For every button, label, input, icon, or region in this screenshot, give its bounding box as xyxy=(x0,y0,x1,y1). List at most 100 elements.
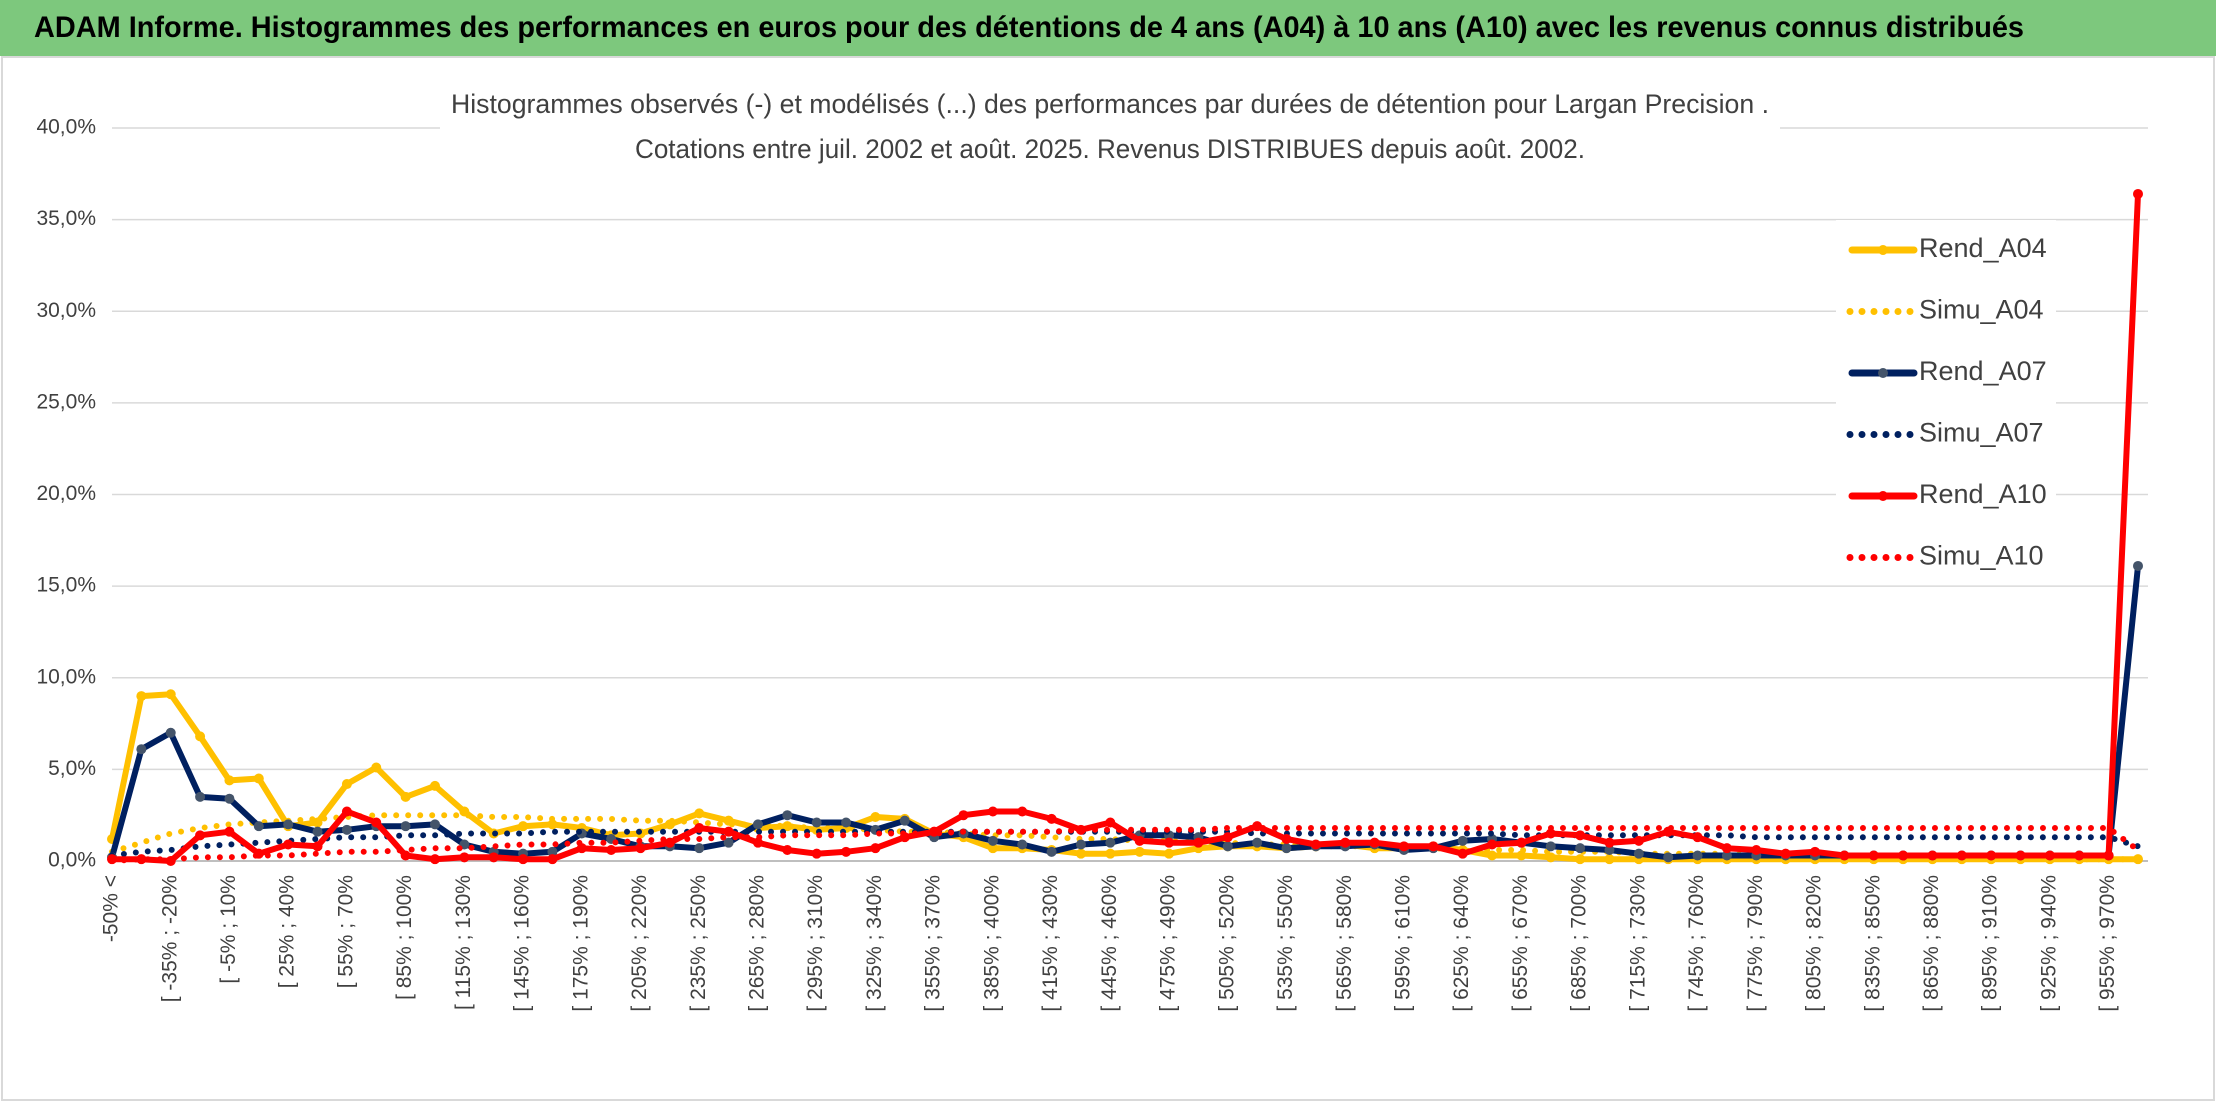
series-marker xyxy=(1252,837,1263,848)
x-tick-label: [ 805% ; 820% xyxy=(1803,875,1826,1012)
series-marker xyxy=(987,835,998,846)
series-marker xyxy=(518,854,529,865)
x-tick-label: [ 295% ; 310% xyxy=(804,875,827,1012)
series-marker xyxy=(224,775,235,786)
legend-label: Simu_A04 xyxy=(1919,295,2044,325)
x-tick-label: [ 895% ; 910% xyxy=(1979,875,2002,1012)
series-marker xyxy=(341,806,352,817)
title-backdrop xyxy=(440,82,1780,176)
series-marker xyxy=(2133,560,2143,571)
series-marker xyxy=(635,843,646,854)
series-marker xyxy=(1575,843,1586,854)
series-marker xyxy=(165,689,176,700)
x-tick-label: [ 715% ; 730% xyxy=(1626,875,1649,1012)
y-tick-label: 0,0% xyxy=(48,849,96,872)
legend-label: Simu_A10 xyxy=(1919,541,2044,571)
series-marker xyxy=(459,852,470,863)
legend: Rend_A04 Simu_A04 Rend_A07 Simu_A07 Rend_A10… xyxy=(1836,220,2056,580)
plot: 0,0% 5,0% 10,0% 15,0% 20,0% 25,0% 30,0% 35,0% 40… xyxy=(36,116,2148,1012)
header-bar xyxy=(0,0,2216,56)
series-marker xyxy=(547,854,558,865)
y-tick-label: 25,0% xyxy=(36,390,96,413)
legend-backdrop xyxy=(1836,220,2056,580)
series-line xyxy=(109,691,2141,863)
series-marker xyxy=(1487,850,1498,861)
series-marker xyxy=(2044,850,2055,861)
series-marker xyxy=(253,773,264,784)
x-tick-label: [ 595% ; 610% xyxy=(1391,875,1414,1012)
series-marker xyxy=(1075,839,1086,850)
legend-marker xyxy=(1878,368,1888,378)
series-marker xyxy=(606,845,617,856)
series-marker xyxy=(400,850,411,861)
x-tick-label: [ 55% ; 70% xyxy=(334,875,357,988)
series-marker xyxy=(1721,850,1732,861)
series-marker xyxy=(547,819,558,830)
series-marker xyxy=(1516,837,1527,848)
series-marker xyxy=(1281,843,1292,854)
series-marker xyxy=(1604,854,1615,865)
series-marker xyxy=(1692,850,1703,861)
series-marker xyxy=(1252,821,1263,832)
series-marker xyxy=(1046,846,1057,857)
series-marker xyxy=(429,854,440,865)
series-marker xyxy=(987,843,998,854)
x-tick-label: [ 655% ; 670% xyxy=(1509,875,1532,1012)
x-tick-label: [ 565% ; 580% xyxy=(1333,875,1356,1012)
series-line xyxy=(109,191,2141,864)
series-marker xyxy=(664,837,675,848)
series-marker xyxy=(429,819,440,830)
series-marker xyxy=(2074,850,2085,861)
x-tick-label: [ 115% ; 130% xyxy=(452,875,475,1010)
series-marker xyxy=(1545,828,1556,839)
series-marker xyxy=(1575,854,1586,865)
series-marker xyxy=(136,854,147,865)
series-marker xyxy=(1780,848,1791,859)
series-marker xyxy=(1604,837,1615,848)
series-marker xyxy=(312,841,323,852)
series-marker xyxy=(1222,832,1233,843)
series-marker xyxy=(1721,843,1732,854)
series-marker xyxy=(1575,830,1586,841)
x-tick-label: [ 865% ; 880% xyxy=(1920,875,1943,1012)
x-tick-label: [ 475% ; 490% xyxy=(1157,875,1180,1012)
series-marker xyxy=(723,837,734,848)
x-tick-label: [ 25% ; 40% xyxy=(276,875,299,988)
series-marker xyxy=(782,845,793,856)
x-tick-label: [ 505% ; 520% xyxy=(1215,875,1238,1012)
series-marker xyxy=(371,817,382,828)
series-marker xyxy=(841,846,852,857)
x-tick-label: [ 385% ; 400% xyxy=(980,875,1003,1012)
series-marker xyxy=(1134,835,1145,846)
series-marker xyxy=(2015,850,2026,861)
series-marker xyxy=(782,810,793,821)
x-tick-label: [ 835% ; 850% xyxy=(1861,875,1884,1012)
series-marker xyxy=(195,791,206,802)
series-marker xyxy=(1956,850,1967,861)
series-marker xyxy=(195,830,206,841)
series-marker xyxy=(1428,841,1439,852)
series-marker xyxy=(1340,837,1351,848)
x-tick-label: [ 925% ; 940% xyxy=(2037,875,2060,1012)
y-tick-label: 40,0% xyxy=(36,116,96,139)
series-marker xyxy=(1281,834,1292,845)
x-tick-label: [ 205% ; 220% xyxy=(628,875,651,1012)
series-marker xyxy=(1310,839,1321,850)
series-marker xyxy=(195,731,206,742)
series-marker xyxy=(694,843,705,854)
series-marker xyxy=(1633,848,1644,859)
x-tick-label: [ 145% ; 160% xyxy=(511,875,534,1012)
x-tick-label: [ -35% ; -20% xyxy=(158,875,181,1002)
series-marker xyxy=(136,691,147,702)
series-marker xyxy=(371,762,382,773)
x-tick-label: [ 445% ; 460% xyxy=(1098,875,1121,1012)
y-tick-label: 20,0% xyxy=(36,482,96,505)
series-marker xyxy=(224,826,235,837)
series-marker xyxy=(870,812,881,823)
series-marker xyxy=(1516,850,1527,861)
series-marker xyxy=(312,826,323,837)
x-tick-label: [ -5% ; 10% xyxy=(217,875,240,984)
series-marker xyxy=(1457,848,1468,859)
x-tick-label: [ 415% ; 430% xyxy=(1039,875,1062,1012)
y-tick-label: 5,0% xyxy=(48,757,96,780)
